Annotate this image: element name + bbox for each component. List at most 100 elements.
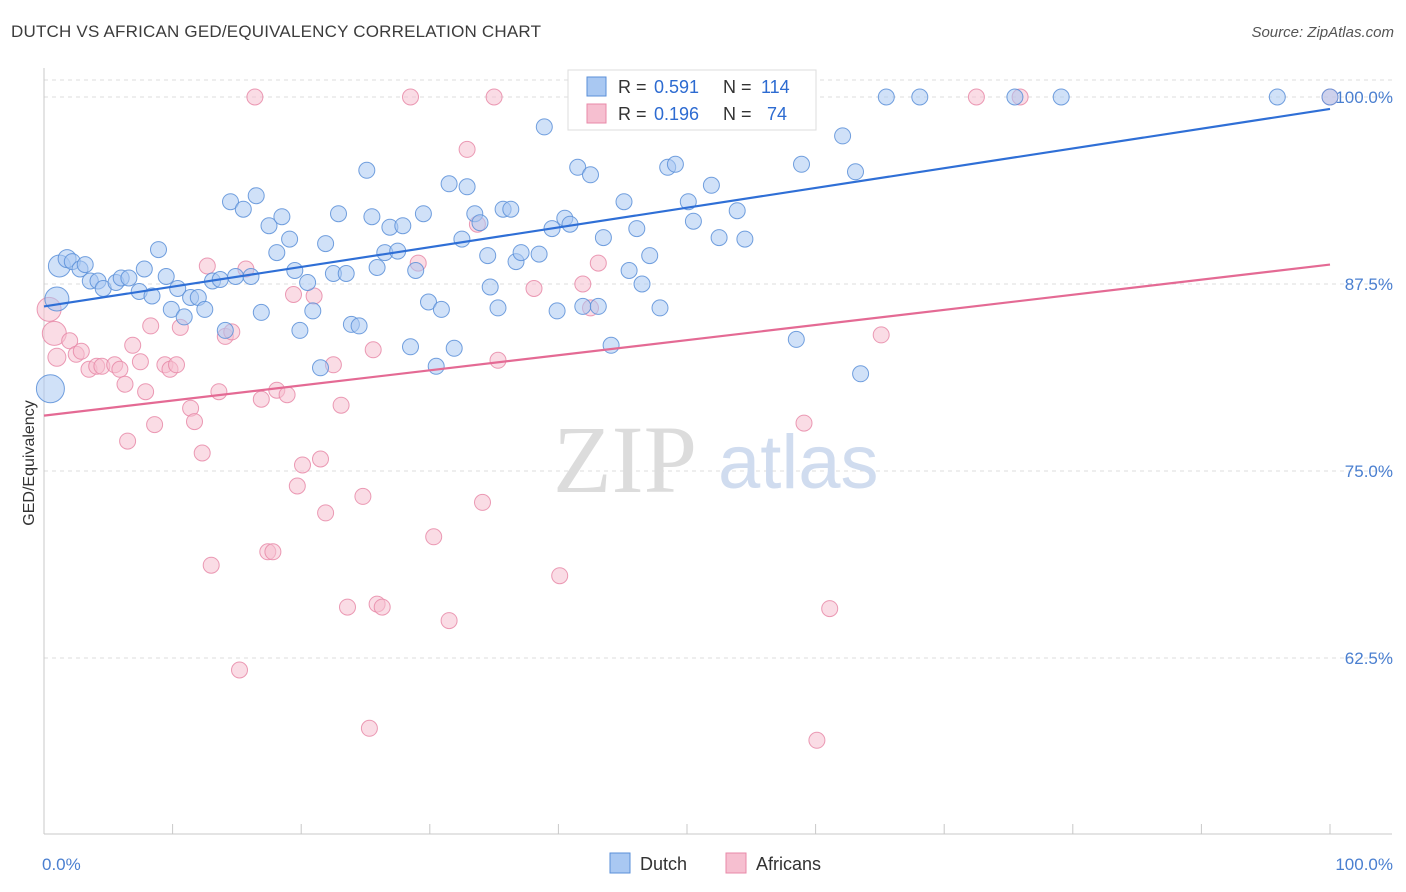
dutch-point (574, 297, 592, 315)
dutch-point (602, 336, 620, 354)
africans-point (146, 416, 164, 434)
axes: 62.5% 75.0% 87.5% 100.0% 0.0% 100.0% (42, 68, 1393, 874)
dutch-point (299, 274, 317, 291)
africans-point (294, 456, 311, 474)
africans-point (339, 598, 356, 616)
dutch-point (710, 229, 728, 247)
dutch-point (453, 230, 471, 248)
africans-point (288, 477, 306, 495)
dutch-point (481, 278, 499, 296)
dutch-point (489, 299, 507, 317)
africans-point (474, 493, 491, 511)
dutch-point (247, 187, 265, 205)
dutch-point (76, 256, 94, 274)
africans-point (193, 444, 211, 462)
dutch-point (615, 193, 633, 211)
dutch-point (911, 88, 929, 106)
dutch-point (641, 247, 659, 265)
dutch-point (620, 262, 638, 279)
legend-dutch-swatch (609, 852, 631, 874)
africans-point (252, 390, 270, 408)
africans-point (795, 414, 813, 432)
dutch-point (458, 178, 476, 196)
africans-point (373, 598, 391, 616)
africans-point (231, 661, 248, 679)
dutch-point (312, 359, 329, 377)
dutch-point (427, 357, 445, 375)
dutch-point (1006, 88, 1024, 106)
dutch-point (502, 200, 520, 218)
x-tick-label: 0.0% (42, 855, 81, 874)
stats-legend-box (567, 69, 817, 131)
dutch-point (834, 127, 852, 145)
series-legend: Dutch Africans (609, 852, 821, 874)
dutch-point (222, 193, 239, 211)
dutch-point (793, 155, 810, 173)
africans-point (354, 487, 372, 505)
africans-point (332, 396, 350, 414)
stats-legend: R = 0.591 N = 114 R = 0.196 N = 74 (567, 69, 817, 131)
dutch-point (291, 321, 309, 339)
dutch-point (852, 365, 870, 383)
y-axis-label: GED/Equivalency (21, 400, 38, 525)
y-tick-label: 75.0% (1345, 462, 1393, 481)
dutch-point (286, 262, 304, 279)
africans-point (574, 275, 592, 293)
y-tick-label: 62.5% (1345, 649, 1393, 668)
dutch-point (679, 193, 697, 211)
dutch-point (216, 321, 234, 339)
dutch-point (479, 247, 497, 265)
source-label: Source: ZipAtlas.com (1251, 24, 1394, 41)
dutch-point (143, 287, 161, 305)
dutch-point (252, 303, 270, 321)
africans-swatch (586, 103, 607, 124)
dutch-r-label: R = (618, 77, 647, 97)
africans-point (551, 567, 569, 585)
dutch-point (702, 176, 720, 194)
dutch-point (877, 88, 895, 106)
dutch-point (330, 205, 347, 223)
legend-africans-label: Africans (756, 854, 821, 874)
dutch-point (440, 175, 458, 193)
africans-point (285, 286, 302, 303)
trend-lines (43, 107, 1331, 417)
dutch-point (196, 300, 214, 318)
africans-point (967, 88, 985, 106)
africans-point (116, 375, 134, 393)
africans-point (202, 556, 220, 574)
africans-point (111, 360, 129, 378)
dutch-point (569, 158, 587, 176)
dutch-point (594, 229, 612, 247)
dutch-point (358, 161, 376, 179)
dutch-point (44, 286, 70, 312)
watermark: ZIP atlas (553, 406, 879, 513)
africans-trend-line (43, 263, 1331, 417)
africans-point (186, 413, 203, 431)
africans-point (278, 386, 296, 404)
africans-n-label: N = (723, 104, 752, 124)
dutch-point (512, 244, 530, 262)
dutch-point (651, 299, 669, 317)
africans-point (425, 528, 443, 546)
x-tick-label: 100.0% (1335, 855, 1393, 874)
dutch-point (157, 268, 175, 285)
dutch-point (135, 260, 153, 278)
dutch-point (633, 275, 651, 293)
dutch-point (787, 330, 805, 348)
dutch-trend-line (43, 107, 1331, 308)
dutch-point (684, 212, 702, 230)
africans-point (131, 353, 149, 371)
africans-point (440, 612, 458, 630)
chart-title: DUTCH VS AFRICAN GED/EQUIVALENCY CORRELA… (11, 22, 542, 41)
africans-point (821, 600, 839, 618)
dutch-point (120, 269, 138, 287)
africans-point (312, 450, 329, 468)
dutch-point (260, 217, 278, 235)
dutch-point (1052, 88, 1070, 106)
dutch-point (337, 265, 355, 282)
africans-point (458, 140, 476, 158)
dutch-point (1268, 88, 1286, 106)
africans-point (246, 88, 264, 106)
dutch-point (589, 297, 607, 315)
